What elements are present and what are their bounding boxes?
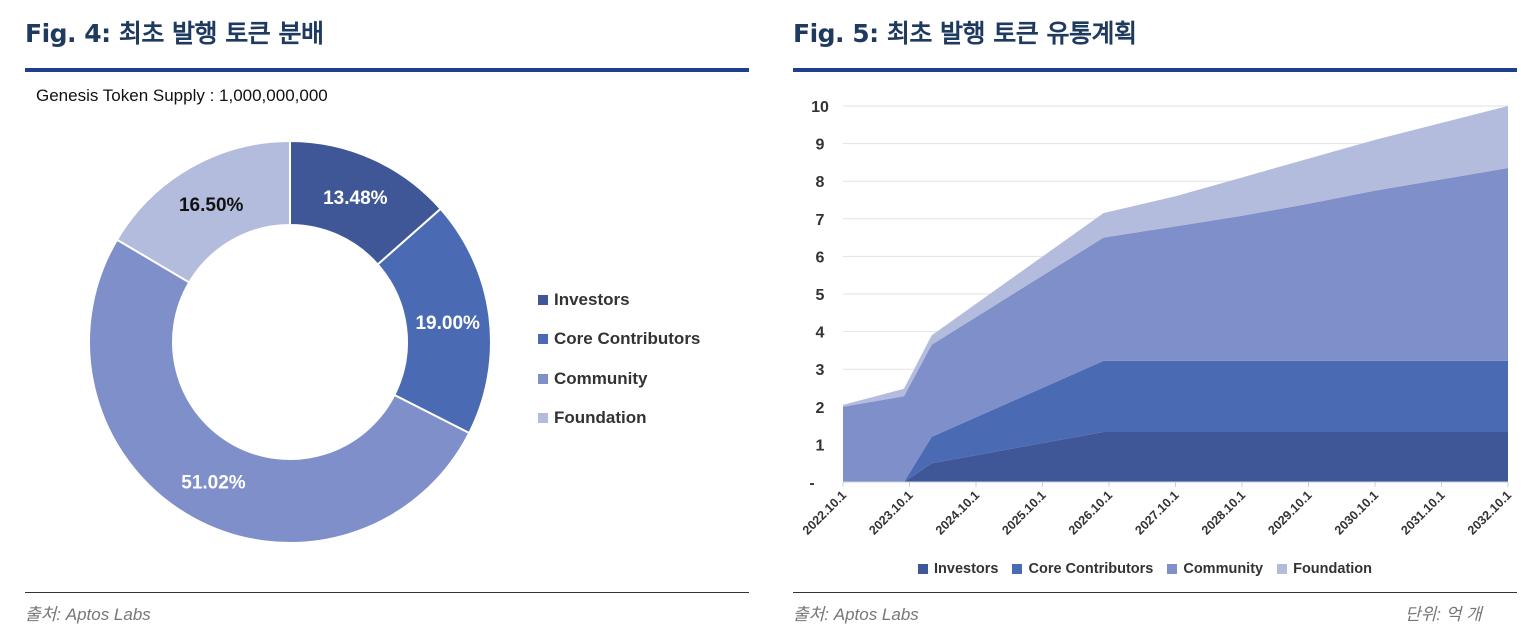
donut-slice-core-contributors: [376, 207, 492, 435]
area-investors: [843, 431, 1508, 482]
y-tick-label: 9: [816, 137, 825, 154]
donut-label-foundation: 16.50%: [179, 195, 244, 216]
legend-label: Community: [554, 368, 648, 388]
x-tick-label: 2028.10.1: [1199, 488, 1248, 537]
legend-label: Core Contributors: [1028, 561, 1154, 577]
fig5-title-rule: [793, 68, 1517, 72]
fig4-title: Fig. 4: 최초 발행 토큰 분배: [25, 19, 324, 48]
x-tick-label: 2023.10.1: [866, 488, 915, 537]
legend-swatch: [918, 564, 928, 574]
x-tick-label: 2024.10.1: [933, 488, 982, 537]
donut-label-investors: 13.48%: [323, 188, 388, 209]
legend-label: Core Contributors: [554, 329, 701, 349]
legend-swatch: [538, 334, 548, 345]
x-tick-label: 2026.10.1: [1066, 488, 1115, 537]
y-tick-label: 8: [816, 174, 825, 191]
x-tick-label: 2031.10.1: [1398, 488, 1447, 537]
legend-swatch: [1277, 564, 1288, 574]
legend-item-community: Community: [538, 359, 700, 399]
legend-swatch: [538, 413, 548, 424]
x-tick-label: 2025.10.1: [999, 488, 1048, 537]
x-tick-label: 2022.10.1: [800, 488, 849, 537]
area-legend: Investors Core Contributors Community Found…: [918, 561, 1372, 577]
fig5-source: 출처: Aptos Labs: [793, 605, 919, 624]
legend-swatch: [538, 294, 548, 305]
fig5-unit: 단위: 억 개: [1405, 605, 1482, 624]
legend-item-core-contributors: Core Contributors: [1012, 561, 1153, 577]
y-tick-label: 10: [811, 99, 829, 116]
y-tick-label: 4: [816, 325, 825, 342]
y-tick-label: 5: [816, 287, 825, 304]
legend-item-core-contributors: Core Contributors: [538, 320, 700, 360]
y-tick-label: 2: [816, 400, 825, 417]
legend-label: Foundation: [554, 408, 647, 428]
area-chart: - 1 2 3 4 5 6 7 8 9 10 2022.10.1 2023.10.1 2024.10.1 2…: [800, 99, 1514, 537]
legend-label: Foundation: [1293, 561, 1373, 577]
area-foundation: [843, 106, 1508, 407]
x-tick-label: 2030.10.1: [1332, 488, 1381, 537]
x-tick-label: 2027.10.1: [1132, 488, 1181, 537]
genesis-supply-label: Genesis Token Supply : 1,000,000,000: [36, 86, 328, 105]
legend-swatch: [538, 373, 548, 384]
y-tick-label: 3: [816, 362, 825, 379]
legend-label: Investors: [934, 561, 999, 577]
donut-slice-community: [88, 238, 471, 544]
donut-legend: Investors Core Contributors Community Found…: [538, 280, 700, 438]
legend-swatch: [1167, 564, 1178, 574]
legend-item-foundation: Foundation: [538, 399, 700, 439]
area-core-contributors: [843, 360, 1508, 482]
donut-chart: 13.48% 19.00% 51.02% 16.50%: [88, 139, 492, 544]
fig5-bottom-rule: [793, 592, 1517, 593]
donut-label-community: 51.02%: [181, 472, 246, 493]
legend-swatch: [1012, 564, 1023, 574]
fig4-bottom-rule: [25, 592, 749, 593]
x-tick-label: 2029.10.1: [1265, 488, 1314, 537]
donut-label-core-contributors: 19.00%: [415, 313, 480, 334]
fig4-source: 출처: Aptos Labs: [25, 605, 151, 624]
area-community: [843, 168, 1508, 483]
donut-slice-foundation: [115, 139, 291, 284]
y-tick-label: 7: [816, 212, 825, 229]
legend-item-community: Community: [1167, 561, 1263, 577]
legend-label: Investors: [554, 289, 630, 309]
legend-item-investors: Investors: [918, 561, 998, 577]
legend-label: Community: [1183, 561, 1264, 577]
y-tick-label: 6: [816, 249, 825, 266]
fig4-title-rule: [25, 68, 749, 72]
y-tick-label: -: [809, 475, 814, 492]
y-tick-label: 1: [816, 437, 825, 454]
legend-item-foundation: Foundation: [1277, 561, 1372, 577]
legend-item-investors: Investors: [538, 280, 700, 320]
x-tick-label: 2032.10.1: [1465, 488, 1514, 537]
fig5-title: Fig. 5: 최초 발행 토큰 유통계획: [793, 19, 1137, 48]
